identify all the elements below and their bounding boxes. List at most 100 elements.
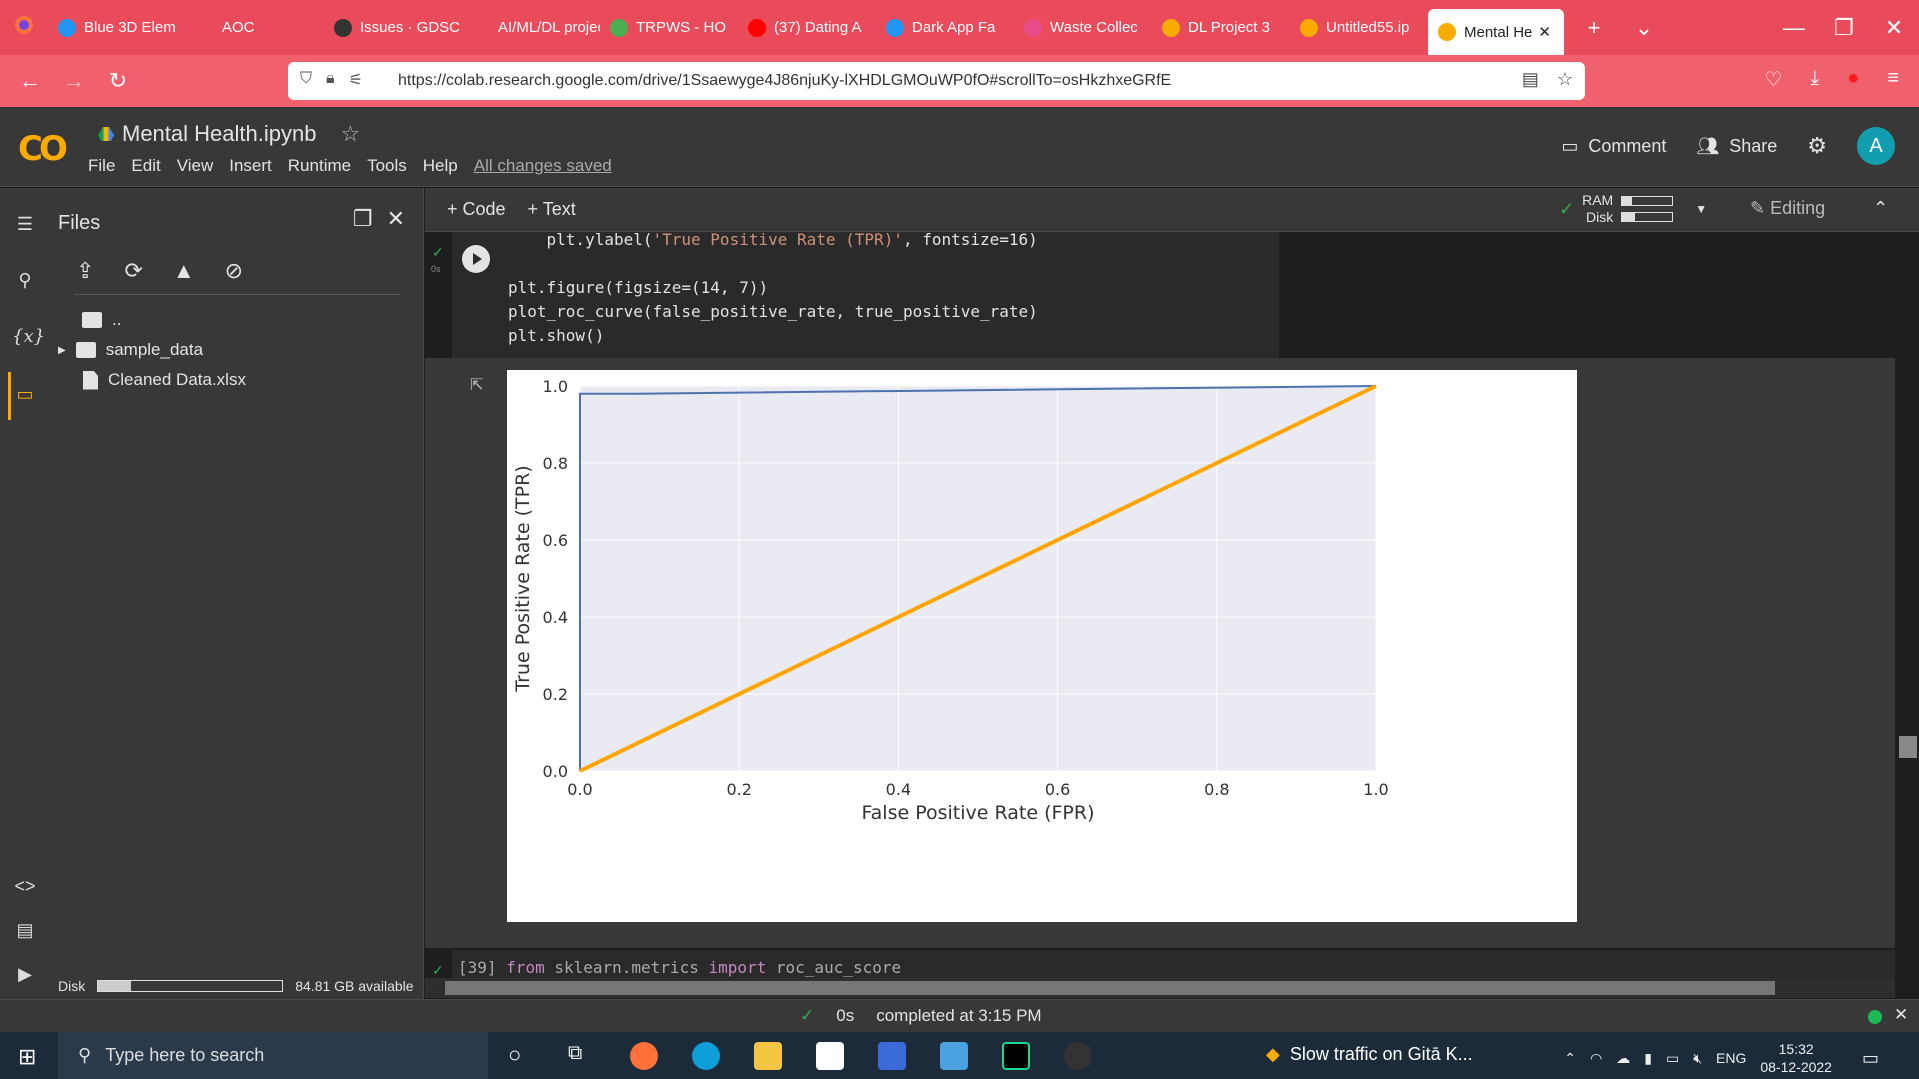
close-tab-icon[interactable]: ✕	[1538, 24, 1551, 41]
next-code-cell[interactable]: [39] from sklearn.metrics import roc_auc…	[452, 950, 1895, 980]
task-view-icon[interactable]: ⧉	[568, 1042, 583, 1064]
store-icon[interactable]	[816, 1042, 844, 1070]
add-text-button[interactable]: + Text	[527, 199, 576, 219]
x-tick-label: 0.6	[1045, 780, 1070, 799]
command-palette-icon[interactable]: ▤	[16, 920, 34, 940]
browser-tab[interactable]: Issues · GDSC	[324, 8, 462, 48]
restore-button[interactable]: ❐	[1834, 14, 1854, 40]
app-menu-icon[interactable]: ≡	[1887, 67, 1899, 89]
news-widget[interactable]: ◆ Slow traffic on Gitā K...	[1266, 1044, 1473, 1065]
tab-list-chevron-icon[interactable]: ⌄	[1634, 14, 1654, 40]
windows-start-icon[interactable]: ⊞	[18, 1044, 37, 1069]
code-cell[interactable]	[452, 232, 1279, 358]
browser-tab[interactable]: DL Project 3	[1152, 8, 1290, 48]
minimize-button[interactable]: —	[1783, 14, 1805, 40]
browser-tab[interactable]: TRPWS - HO	[600, 8, 738, 48]
file-explorer-icon[interactable]	[754, 1042, 782, 1070]
run-cell-button[interactable]	[462, 245, 490, 273]
table-of-contents-icon[interactable]: ☰	[16, 214, 34, 234]
url-bar[interactable]: ⛉ 🔒︎ ⚟ https://colab.research.google.com…	[288, 62, 1585, 100]
app-icon[interactable]	[940, 1042, 968, 1070]
hide-files-icon[interactable]: ⊘	[224, 258, 244, 283]
share-button[interactable]: 👥︎ Share	[1696, 136, 1777, 157]
bookmark-star-icon[interactable]: ☆	[1556, 69, 1573, 89]
colab-logo[interactable]: CO	[18, 129, 68, 169]
menu-item-edit[interactable]: Edit	[131, 156, 161, 175]
clock[interactable]: 15:32 08-12-2022	[1760, 1040, 1832, 1076]
wifi-icon[interactable]: ◠	[1590, 1049, 1603, 1066]
avatar[interactable]: A	[1857, 127, 1895, 165]
vertical-scrollbar-thumb[interactable]	[1899, 736, 1917, 758]
expand-caret-icon[interactable]: ▶	[58, 344, 66, 356]
list-item[interactable]: ▶ sample_data	[58, 340, 203, 360]
pycharm-icon[interactable]	[1002, 1042, 1030, 1070]
add-code-button[interactable]: + Code	[447, 199, 506, 219]
lock-icon[interactable]: 🔒︎	[326, 70, 335, 87]
variables-icon[interactable]: {x}	[12, 326, 46, 347]
mount-drive-icon[interactable]: ▲	[172, 258, 195, 283]
browser-tab[interactable]: AI/ML/DL project	[462, 8, 600, 48]
files-icon[interactable]: ▭	[16, 384, 34, 404]
cortana-icon[interactable]: ○	[508, 1042, 522, 1067]
menu-item-runtime[interactable]: Runtime	[287, 156, 352, 175]
browser-tab[interactable]: Blue 3D Elem	[48, 8, 186, 48]
firefox-taskbar-icon[interactable]	[630, 1042, 658, 1070]
pocket-icon[interactable]: ♡	[1764, 69, 1783, 91]
firefox-menu-icon[interactable]	[0, 14, 48, 41]
editing-mode-button[interactable]: ✎ Editing	[1750, 198, 1825, 219]
volume-muted-icon[interactable]: 🔇︎	[1693, 1049, 1703, 1066]
save-status-link[interactable]: All changes saved	[473, 156, 612, 175]
menu-item-view[interactable]: View	[176, 156, 214, 175]
back-button[interactable]: ←	[19, 68, 41, 93]
reader-view-icon[interactable]: ▤	[1521, 69, 1539, 89]
settings-gear-icon[interactable]: ⚙	[1807, 133, 1827, 158]
horizontal-scrollbar[interactable]	[425, 978, 1895, 998]
scrollbar-thumb[interactable]	[445, 981, 1775, 995]
cloud-icon[interactable]: ☁	[1616, 1049, 1631, 1066]
notifications-icon[interactable]: ▭	[1861, 1047, 1879, 1068]
obs-icon[interactable]	[1064, 1042, 1092, 1070]
chevron-up-icon[interactable]: ⌃	[1564, 1049, 1577, 1066]
output-actions-icon[interactable]: ⇱	[470, 377, 484, 394]
extension-icon[interactable]: ●	[1847, 67, 1860, 89]
resources-indicator[interactable]: ✓ RAM Disk ▼	[1559, 192, 1707, 226]
browser-tab[interactable]: Mental He ✕	[1428, 9, 1564, 55]
browser-tab[interactable]: Waste Collec	[1014, 8, 1152, 48]
list-item[interactable]: ..	[82, 310, 121, 330]
menu-item-help[interactable]: Help	[422, 156, 458, 175]
taskbar-search-input[interactable]: ⚲ Type here to search	[58, 1032, 488, 1079]
forward-button[interactable]: →	[63, 68, 85, 93]
menu-item-tools[interactable]: Tools	[367, 156, 407, 175]
terminal-icon[interactable]: ▶	[18, 964, 32, 984]
language-indicator[interactable]: ENG	[1716, 1050, 1747, 1066]
close-status-icon[interactable]: ✕	[1894, 1005, 1909, 1024]
open-in-tab-icon[interactable]: ❐	[352, 206, 373, 231]
downloads-icon[interactable]: ⤓	[1810, 67, 1820, 89]
battery-icon[interactable]: ▭	[1665, 1049, 1680, 1066]
close-window-button[interactable]: ✕	[1884, 14, 1904, 40]
close-panel-icon[interactable]: ✕	[386, 206, 405, 231]
browser-tab[interactable]: Untitled55.ip	[1290, 8, 1428, 48]
edge-icon[interactable]	[692, 1042, 720, 1070]
comment-button[interactable]: ▭ Comment	[1561, 136, 1666, 157]
reload-button[interactable]: ↻	[108, 68, 128, 93]
collapse-chevron-icon[interactable]: ⌃	[1873, 198, 1889, 218]
vscode-icon[interactable]	[878, 1042, 906, 1070]
shield-icon[interactable]: ⛉	[300, 70, 313, 87]
new-tab-button[interactable]: +	[1587, 14, 1601, 40]
list-item[interactable]: Cleaned Data.xlsx	[83, 370, 246, 390]
refresh-folder-icon[interactable]: ⟳	[124, 258, 143, 283]
search-icon[interactable]: ⚲	[18, 270, 32, 290]
browser-tab[interactable]: AOC	[186, 8, 324, 48]
menu-item-file[interactable]: File	[88, 156, 116, 175]
menu-item-insert[interactable]: Insert	[229, 156, 272, 175]
browser-tab[interactable]: (37) Dating A	[738, 8, 876, 48]
star-icon[interactable]: ☆	[340, 121, 361, 146]
microphone-icon[interactable]: ▮	[1644, 1049, 1652, 1066]
upload-file-icon[interactable]: ⇪	[76, 258, 95, 283]
browser-tab[interactable]: Dark App Fa	[876, 8, 1014, 48]
permissions-icon[interactable]: ⚟	[348, 72, 363, 89]
code-snippets-icon[interactable]: <>	[14, 876, 36, 896]
notebook-title[interactable]: Mental Health.ipynb	[122, 121, 317, 146]
chevron-down-icon[interactable]: ▼	[1695, 202, 1708, 216]
